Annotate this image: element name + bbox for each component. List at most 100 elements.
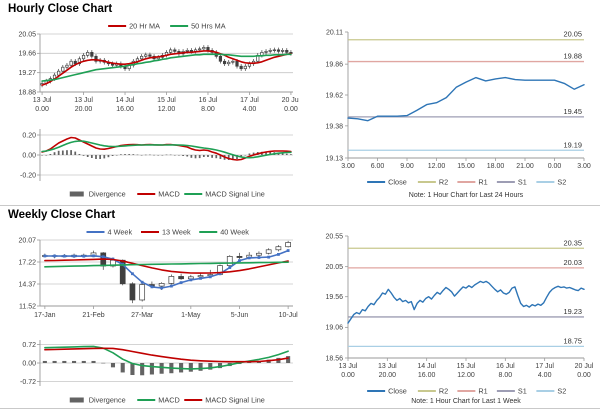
x-tick-label: 17 Jul (240, 97, 259, 104)
x-tick-label: 18.00 (487, 163, 505, 170)
pivot-lines: 20.35 20.03 19.23 18.75 (348, 238, 584, 348)
x-tick-label: 0.00 (577, 372, 591, 379)
chart-note: Note: 1 Hour Chart for Last 24 Hours (409, 192, 524, 199)
ma-line-13-week (44, 258, 289, 274)
x-tick-label: 12.00 (457, 372, 475, 379)
y-tick-label: 19.38 (325, 123, 343, 130)
legend-bar-swatch (69, 191, 84, 197)
y-tick-label: 19.86 (325, 62, 343, 69)
legend-label: MACD (158, 190, 180, 199)
x-tick-label: 0.00 (284, 106, 298, 113)
candle-series (40, 45, 293, 88)
y-tick-label: 19.66 (18, 51, 36, 58)
weekly-pivot-line-chart: 20.55 20.05 19.56 19.06 18.56 20.35 20.03 19.23… (325, 233, 594, 405)
x-tick-label: 17 Jul (535, 363, 554, 370)
hourly-pivot-line-chart: 20.11 19.86 19.62 19.38 19.13 20.05 19.88 19.45… (325, 29, 591, 199)
y-tick-label: 20.05 (18, 31, 36, 38)
y-tick-label: -0.72 (20, 379, 36, 386)
legend-label: Divergence (89, 396, 126, 405)
x-tick-label: 12.00 (158, 106, 176, 113)
x-tick-label: 13 Jul (378, 363, 397, 370)
x-tick-label: 4.00 (243, 106, 257, 113)
x-tick-label: 14 Jul (116, 97, 135, 104)
y-tick-label: 11.52 (19, 303, 36, 310)
chart-legend: Close R2 R1 S1 S2 (367, 387, 566, 396)
x-tick-label: 20.00 (75, 106, 93, 113)
section-divider (0, 205, 600, 206)
chart-legend: Divergence MACD MACD Signal Line (69, 190, 265, 199)
x-tick-label: 3.00 (577, 163, 591, 170)
y-tick-label: 19.13 (325, 155, 343, 162)
ma-line-40-week (44, 261, 289, 268)
legend-label: S2 (557, 178, 566, 187)
chart-legend: Divergence MACD MACD Signal Line (69, 396, 265, 405)
legend-label: MACD Signal Line (205, 396, 265, 405)
x-tick-label: 0.00 (548, 163, 562, 170)
x-tick-label: 14 Jul (417, 363, 436, 370)
x-tick-label: 6.00 (371, 163, 385, 170)
x-tick-label: 16 Jul (199, 97, 218, 104)
x-tick-label: 15 Jul (457, 363, 476, 370)
legend-label: R1 (478, 178, 487, 187)
x-tick-label: 21-Feb (82, 312, 104, 319)
chart-legend: 4 Week 13 Week 40 Week (86, 228, 249, 237)
legend-label: S1 (518, 387, 527, 396)
y-tick-label: 19.06 (325, 325, 343, 332)
chart-legend: 20 Hr MA 50 Hrs MA (108, 22, 226, 31)
y-tick-label: 20.11 (326, 29, 343, 36)
pivot-label-s1: 19.23 (564, 307, 583, 316)
x-tick-label: 17-Jan (34, 312, 56, 319)
x-tick-label: 16.00 (116, 106, 134, 113)
pivot-label-s2: 19.19 (564, 140, 583, 149)
x-tick-label: 1-May (181, 312, 201, 319)
x-tick-label: 16.00 (418, 372, 436, 379)
weekly-close-candlestick-chart: 20.07 17.22 14.37 11.52 17-Jan 21-Feb 27-Mar 1-… (18, 228, 299, 319)
y-tick-label: 20.05 (325, 264, 343, 271)
x-tick-label: 20 Jul (282, 97, 299, 104)
y-tick-label: 19.62 (325, 92, 343, 99)
close-line (347, 280, 585, 324)
y-tick-label: -0.20 (20, 172, 36, 179)
bottom-divider (0, 408, 600, 409)
x-tick-label: 15 Jul (157, 97, 176, 104)
pivot-label-s2: 18.75 (564, 336, 583, 345)
x-tick-label: 13 Jul (33, 97, 52, 104)
x-tick-label: 12.00 (428, 163, 446, 170)
x-tick-label: 15.00 (457, 163, 475, 170)
y-tick-label: 0.72 (22, 342, 36, 349)
x-tick-label: 20 Jul (575, 363, 594, 370)
x-tick-label: 8.00 (201, 106, 215, 113)
x-tick-label: 10-Jul (279, 312, 299, 319)
candle-series (42, 240, 291, 304)
y-tick-label: 20.55 (325, 233, 343, 240)
legend-label: R2 (439, 387, 448, 396)
y-tick-label: 0.00 (22, 360, 36, 367)
x-tick-label: 3.00 (341, 163, 355, 170)
x-tick-label: 21.00 (516, 163, 534, 170)
x-tick-label: 27-Mar (131, 312, 154, 319)
hourly-section-title: Hourly Close Chart (8, 3, 113, 15)
pivot-label-r2: 20.35 (564, 238, 583, 247)
legend-label: MACD (158, 396, 180, 405)
x-tick-label: 13 Jul (339, 363, 358, 370)
macd-signal-line (44, 347, 289, 363)
weekly-macd-chart: 0.72 0.00 -0.72 Divergence MACD MACD Signal L… (20, 340, 293, 405)
close-line (347, 76, 585, 122)
legend-label: 40 Week (220, 228, 249, 237)
chart-legend: Close R2 R1 S1 S2 (367, 178, 566, 187)
x-tick-label: 5-Jun (231, 312, 249, 319)
legend-label: Close (388, 178, 407, 187)
x-tick-label: 0.00 (341, 372, 355, 379)
y-tick-label: 19.56 (325, 294, 343, 301)
divergence-bars (41, 150, 292, 160)
x-tick-label: 0.00 (35, 106, 49, 113)
y-tick-label: 0.20 (22, 132, 36, 139)
pivot-label-r2: 20.05 (564, 30, 583, 39)
chart-note: Note: 1 Hour Chart for Last 1 Week (411, 398, 521, 405)
y-tick-label: 17.22 (18, 259, 36, 266)
y-tick-label: 18.56 (325, 355, 343, 362)
x-tick-label: 4.00 (538, 372, 552, 379)
legend-label: 50 Hrs MA (191, 22, 226, 31)
pivot-label-r1: 20.03 (564, 258, 583, 267)
